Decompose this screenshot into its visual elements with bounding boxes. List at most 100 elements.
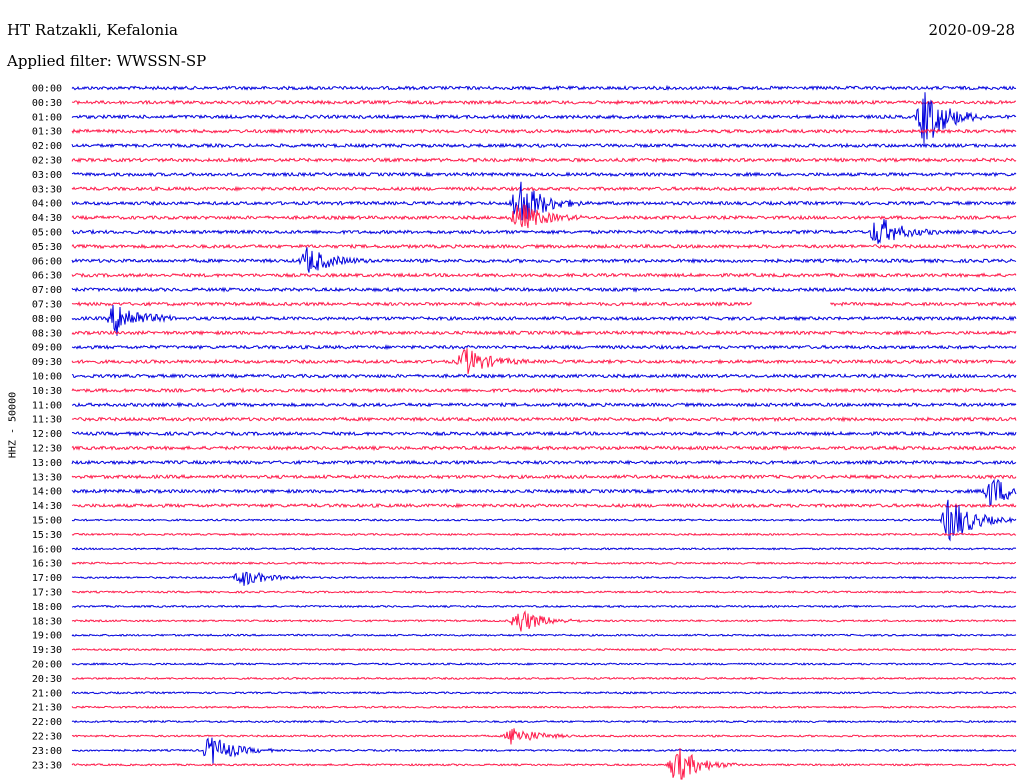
y-tick-label: 21:30 [32, 703, 62, 714]
y-tick-label: 23:00 [32, 746, 62, 757]
trace-row-1030 [71, 387, 1017, 394]
y-tick-label: 16:00 [32, 544, 62, 555]
y-tick-label: 11:00 [32, 400, 62, 411]
y-tick-label: 19:00 [32, 631, 62, 642]
trace-row-1500 [71, 499, 1017, 542]
trace-row-1930 [71, 647, 1017, 652]
y-tick-label: 09:30 [32, 357, 62, 368]
trace-row-0600 [71, 247, 1017, 273]
filter-label: Applied filter: WWSSN-SP [7, 52, 207, 70]
trace-row-1530 [71, 532, 1017, 537]
y-tick-label: 04:00 [32, 199, 62, 210]
y-tick-label: 18:30 [32, 616, 62, 627]
trace-row-0730 [71, 301, 1017, 308]
y-tick-label: 22:00 [32, 717, 62, 728]
trace-row-0130 [71, 128, 1017, 135]
trace-row-0900 [71, 344, 1017, 351]
y-tick-label: 09:00 [32, 343, 62, 354]
y-tick-label: 06:30 [32, 271, 62, 282]
record-date: 2020-09-28 [928, 21, 1015, 39]
trace-row-2200 [71, 719, 1017, 724]
trace-row-2100 [71, 691, 1017, 695]
trace-row-2230 [71, 728, 1017, 745]
y-tick-label: 12:30 [32, 444, 62, 455]
y-tick-label: 19:30 [32, 645, 62, 656]
y-tick-label: 01:30 [32, 127, 62, 138]
trace-row-2030 [71, 676, 1017, 681]
trace-row-0530 [71, 243, 1017, 250]
trace-row-1430 [71, 502, 1017, 509]
y-tick-label: 07:00 [32, 285, 62, 296]
trace-row-2330 [71, 747, 1017, 780]
trace-row-0400 [71, 181, 1017, 221]
y-tick-label: 16:30 [32, 559, 62, 570]
y-tick-label: 20:00 [32, 660, 62, 671]
y-tick-label: 07:30 [32, 300, 62, 311]
trace-row-1830 [71, 610, 1017, 632]
trace-row-0330 [71, 185, 1017, 192]
trace-row-1130 [71, 416, 1017, 423]
trace-row-1400 [71, 478, 1017, 508]
trace-row-0030 [71, 99, 1017, 106]
y-tick-label: 22:30 [32, 732, 62, 743]
trace-row-0930 [71, 348, 1017, 375]
seismogram-traces [71, 84, 1017, 780]
y-tick-label: 01:00 [32, 112, 62, 123]
y-tick-label: 06:00 [32, 256, 62, 267]
trace-row-1330 [71, 473, 1017, 480]
y-tick-label: 15:00 [32, 516, 62, 527]
trace-row-1630 [71, 561, 1017, 566]
y-tick-label: 05:00 [32, 228, 62, 239]
y-tick-label: 10:00 [32, 372, 62, 383]
trace-row-1900 [71, 633, 1017, 637]
y-tick-label: 20:30 [32, 674, 62, 685]
y-tick-label: 15:30 [32, 530, 62, 541]
trace-row-0800 [71, 304, 1017, 336]
y-tick-label: 05:30 [32, 242, 62, 253]
trace-row-1800 [71, 604, 1017, 609]
y-tick-label: 03:30 [32, 184, 62, 195]
y-tick-label: 13:30 [32, 472, 62, 483]
y-tick-label: 00:00 [32, 84, 62, 95]
trace-row-1600 [71, 546, 1017, 551]
trace-row-1730 [71, 590, 1017, 594]
trace-row-1300 [71, 459, 1017, 466]
y-tick-label: 13:00 [32, 458, 62, 469]
y-tick-label: 08:30 [32, 328, 62, 339]
y-tick-label: 14:30 [32, 501, 62, 512]
y-tick-label: 02:30 [32, 156, 62, 167]
y-tick-label: 23:30 [32, 760, 62, 771]
y-tick-label: 02:00 [32, 141, 62, 152]
y-tick-label: 11:30 [32, 415, 62, 426]
data-gap [751, 296, 831, 312]
y-tick-label: 03:00 [32, 170, 62, 181]
trace-row-2300 [71, 737, 1017, 764]
trace-row-0700 [71, 286, 1017, 293]
trace-row-0430 [71, 204, 1017, 229]
trace-row-1230 [71, 444, 1016, 452]
trace-row-1100 [71, 401, 1017, 409]
y-tick-label: 14:00 [32, 487, 62, 498]
y-tick-label: 04:30 [32, 213, 62, 224]
y-tick-label: 21:00 [32, 688, 62, 699]
y-tick-label: 17:30 [32, 588, 62, 599]
trace-row-2130 [71, 705, 1017, 710]
trace-row-0500 [71, 218, 1017, 244]
trace-row-0000 [71, 84, 1017, 92]
y-tick-labels: 00:00 00:30 01:00 01:30 02:00 02:30 03:00 03:30… [32, 84, 62, 772]
y-tick-label: 17:00 [32, 573, 62, 584]
trace-row-0630 [71, 272, 1017, 279]
y-tick-label: 08:00 [32, 314, 62, 325]
trace-row-2000 [71, 662, 1016, 666]
trace-row-0300 [71, 171, 1017, 178]
trace-row-1700 [71, 571, 1017, 586]
trace-row-0100 [71, 92, 1017, 144]
y-tick-label: 10:30 [32, 386, 62, 397]
trace-row-0230 [71, 156, 1017, 164]
trace-row-0830 [71, 329, 1017, 336]
trace-row-0200 [71, 142, 1017, 149]
trace-row-1000 [71, 372, 1017, 379]
y-tick-label: 18:00 [32, 602, 62, 613]
y-tick-label: 00:30 [32, 98, 62, 109]
